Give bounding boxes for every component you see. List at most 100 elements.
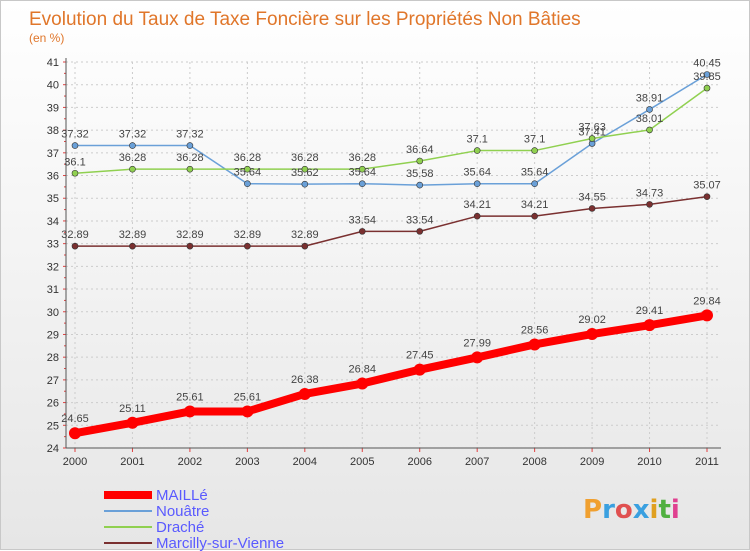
- data-point: [126, 416, 139, 429]
- data-point: [71, 142, 79, 149]
- series-line: [74, 311, 708, 438]
- data-point: [531, 147, 538, 154]
- data-point: [588, 205, 596, 212]
- data-point: [244, 180, 251, 188]
- y-tick-label: 35: [47, 193, 59, 205]
- data-point: [703, 193, 711, 200]
- data-label: 35.64: [234, 167, 262, 179]
- data-label: 29.02: [578, 314, 606, 326]
- data-point: [413, 363, 426, 376]
- y-tick-label: 27: [47, 375, 59, 387]
- data-point: [646, 106, 653, 113]
- data-label: 38.01: [636, 113, 664, 125]
- data-label: 36.64: [406, 144, 434, 156]
- data-point: [129, 242, 136, 250]
- data-label: 40.45: [693, 57, 721, 69]
- data-point: [358, 228, 366, 235]
- data-point: [646, 201, 653, 208]
- x-tick-label: 2008: [522, 456, 546, 468]
- y-tick-label: 36: [47, 171, 59, 183]
- data-point: [244, 242, 251, 250]
- y-tick-label: 34: [47, 216, 59, 228]
- data-label: 37.1: [524, 134, 545, 146]
- data-label: 36.28: [176, 152, 204, 164]
- series-line: [74, 87, 708, 175]
- data-point: [186, 242, 194, 250]
- series-line: [75, 195, 708, 247]
- x-tick-label: 2010: [637, 456, 661, 468]
- y-tick-label: 25: [47, 420, 59, 432]
- data-point: [471, 351, 484, 364]
- x-tick-label: 2003: [235, 456, 259, 468]
- data-point: [703, 84, 711, 92]
- y-tick-label: 26: [47, 398, 59, 410]
- y-tick-label: 41: [47, 57, 59, 69]
- legend-label: Marcilly-sur-Vienne: [156, 535, 284, 551]
- data-point: [69, 427, 81, 440]
- data-point: [356, 377, 369, 390]
- data-label: 32.89: [291, 229, 319, 241]
- data-label: 28.56: [521, 324, 549, 336]
- data-label: 37.63: [578, 122, 606, 134]
- legend-label: MAILLé: [156, 487, 208, 504]
- data-label: 26.38: [291, 374, 319, 386]
- data-label: 36.28: [349, 152, 377, 164]
- data-label: 36.28: [234, 152, 262, 164]
- data-label: 35.64: [349, 167, 377, 179]
- data-point: [586, 328, 599, 341]
- data-label: 37.32: [61, 129, 89, 141]
- data-point: [531, 180, 538, 188]
- data-label: 37.1: [466, 134, 487, 146]
- data-point: [301, 165, 309, 173]
- data-label: 32.89: [176, 229, 204, 241]
- data-point: [473, 147, 481, 154]
- data-label: 32.89: [234, 229, 262, 241]
- data-label: 35.07: [693, 180, 721, 192]
- data-label: 34.55: [578, 191, 606, 203]
- data-point: [129, 142, 136, 149]
- data-label: 39.85: [693, 71, 721, 83]
- data-point: [298, 387, 311, 400]
- data-point: [186, 142, 194, 149]
- data-point: [183, 405, 196, 418]
- grid-layer: [66, 61, 721, 449]
- y-tick-label: 30: [47, 307, 59, 319]
- data-label: 36.1: [64, 156, 85, 168]
- y-tick-label: 40: [47, 80, 59, 92]
- data-point: [416, 228, 424, 235]
- y-tick-label: 39: [47, 102, 59, 114]
- chart-subtitle: (en %): [29, 31, 64, 45]
- proxiti-logo: Proxiti: [583, 495, 680, 525]
- label-layer: 37.32 37.32 37.32 35.64 35.62 35.64 35.58 35.64…: [61, 57, 721, 425]
- data-label: 37.41: [578, 127, 606, 139]
- data-point: [416, 181, 424, 189]
- y-tick-label: 37: [47, 148, 59, 160]
- chart-title: Evolution du Taux de Taxe Foncière sur l…: [29, 9, 581, 30]
- data-label: 33.54: [406, 214, 434, 226]
- x-tick-label: 2004: [293, 456, 317, 468]
- y-tick-label: 29: [47, 329, 59, 341]
- data-point: [701, 309, 713, 322]
- data-label: 35.58: [406, 168, 434, 180]
- x-tick-label: 2007: [465, 456, 489, 468]
- y-tick-label: 24: [47, 443, 59, 455]
- y-tick-label: 32: [47, 261, 59, 273]
- y-tick-label: 38: [47, 125, 59, 137]
- data-point: [129, 165, 136, 173]
- data-point: [473, 212, 481, 220]
- data-point: [186, 165, 194, 173]
- y-tick-label: 31: [47, 284, 59, 296]
- data-label: 33.54: [349, 214, 377, 226]
- y-tick-label: 33: [47, 239, 59, 251]
- data-point: [301, 242, 309, 250]
- data-label: 32.89: [61, 229, 89, 241]
- x-tick-label: 2002: [178, 456, 202, 468]
- data-label: 35.64: [463, 167, 491, 179]
- axis-layer: 24 25 26 27 28 29 30 31 32 33 34 35 36 37 38 39 40 41 2000…: [47, 57, 721, 468]
- data-label: 27.45: [406, 350, 434, 362]
- data-point: [358, 180, 366, 188]
- data-point: [71, 242, 79, 250]
